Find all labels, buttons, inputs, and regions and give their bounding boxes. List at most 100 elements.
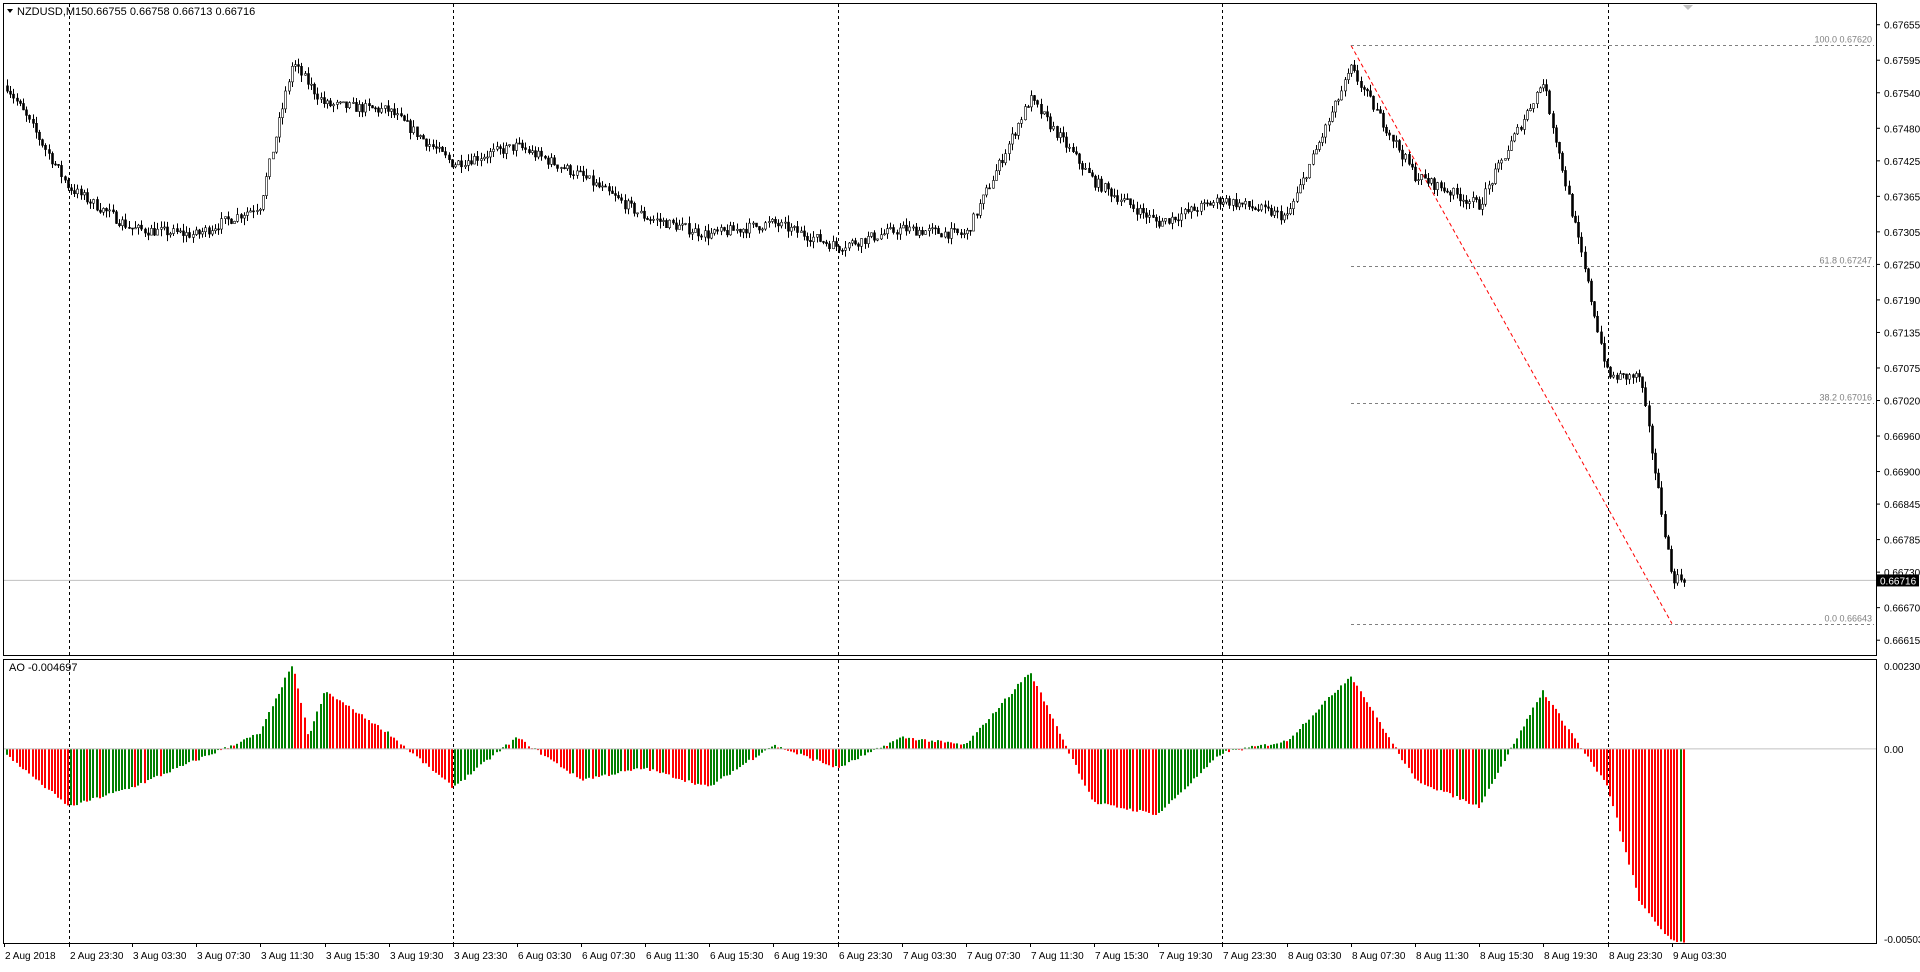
ao-bar	[1078, 748, 1080, 774]
candle-body	[172, 228, 175, 234]
candle-body	[1017, 123, 1020, 136]
ao-bar	[1491, 748, 1493, 784]
candle-body	[1024, 106, 1027, 121]
candle-body	[1555, 127, 1558, 143]
candle-body	[1334, 100, 1337, 113]
candle-body	[185, 232, 188, 236]
ao-bar	[1606, 748, 1608, 786]
ao-bar	[656, 748, 658, 772]
ao-bar	[697, 748, 699, 784]
candle-body	[876, 238, 879, 241]
candle-body	[899, 227, 902, 235]
candle-body	[611, 190, 614, 194]
candle-body	[822, 241, 825, 243]
ao-bar	[592, 748, 594, 779]
candle-body	[630, 200, 633, 204]
ao-bar	[262, 726, 264, 749]
ao-bar	[28, 748, 30, 774]
candle-body	[1001, 159, 1004, 164]
ao-bar	[902, 736, 904, 749]
ao-bar	[1587, 748, 1589, 757]
candle-body	[787, 221, 790, 232]
candle-body	[460, 160, 463, 168]
ao-bar	[124, 748, 126, 790]
fibonacci-retracement[interactable]: 100.0 0.67620 61.8 0.67247 38.2 0.67016 0.0…	[1350, 35, 1874, 625]
scroll-marker-icon[interactable]	[1683, 5, 1693, 10]
candle-body	[412, 126, 415, 133]
ao-bar	[22, 748, 24, 770]
candle-body	[1104, 183, 1107, 192]
ao-bar	[486, 748, 488, 760]
ao-bar	[1030, 673, 1032, 749]
ao-bar	[217, 748, 219, 751]
ao-bar	[854, 748, 856, 761]
ao-bar	[684, 748, 686, 782]
ao-bar	[1593, 748, 1595, 767]
candle-body	[1571, 194, 1574, 217]
candle-body	[300, 66, 303, 76]
ao-bar	[1478, 748, 1480, 808]
candle-body	[1027, 106, 1030, 108]
candle-body	[86, 192, 89, 203]
ao-bar	[1625, 748, 1627, 853]
candle-body	[1676, 574, 1679, 584]
ao-bar	[1001, 702, 1003, 749]
candle-body	[851, 240, 854, 244]
ao-bar	[870, 748, 872, 753]
time-tick-label: 2 Aug 2018	[5, 951, 56, 962]
ao-bar	[73, 748, 75, 806]
ao-bar	[912, 738, 914, 749]
ao-bar	[636, 748, 638, 769]
candle-body	[569, 165, 572, 175]
candle-body	[1468, 201, 1471, 204]
ao-bar	[1472, 748, 1474, 805]
symbol-label: NZDUSD,M15	[17, 6, 87, 18]
ao-bar	[985, 723, 987, 749]
ao-bar	[1081, 748, 1083, 780]
ao-bar	[1017, 683, 1019, 749]
ao-bar	[195, 748, 197, 761]
ao-bar	[416, 748, 418, 757]
ao-bar	[806, 748, 808, 757]
ao-bar	[185, 748, 187, 765]
candle-body	[579, 170, 582, 173]
ao-bar	[492, 748, 494, 756]
dropdown-triangle-icon[interactable]	[7, 9, 13, 13]
ao-bar	[432, 748, 434, 771]
ao-bar	[624, 748, 626, 772]
candle-body	[396, 113, 399, 116]
candle-body	[732, 225, 735, 231]
ao-bar	[713, 748, 715, 785]
ao-bar	[1616, 748, 1618, 818]
candle-body	[108, 209, 111, 212]
ao-bar	[336, 699, 338, 749]
candle-body	[214, 228, 217, 231]
ao-bar	[444, 748, 446, 780]
current-price-tag-text: 0.66716	[1880, 576, 1917, 587]
ao-bar	[16, 748, 18, 763]
candle-body	[1052, 126, 1055, 130]
candle-body	[633, 203, 636, 214]
main-pane-frame	[3, 3, 1877, 656]
price-tick-label: 0.67595	[1884, 56, 1920, 67]
ao-bar	[1440, 748, 1442, 791]
ao-bar	[732, 748, 734, 771]
candle-body	[252, 210, 255, 213]
candle-body	[1161, 220, 1164, 227]
ao-bar	[1158, 748, 1160, 813]
ao-bar	[1385, 732, 1387, 749]
ao-bar	[736, 748, 738, 770]
ao-bar	[1088, 748, 1090, 792]
ao-bar	[374, 723, 376, 749]
ao-bar	[1673, 748, 1675, 941]
candle-body	[652, 219, 655, 221]
ao-bar	[982, 724, 984, 749]
candle-body	[393, 108, 396, 116]
candle-body	[25, 109, 28, 116]
ao-axis: 0.002302 0.00 -0.005031	[1884, 662, 1920, 946]
candle-body	[1408, 154, 1411, 165]
ao-bar	[1052, 718, 1054, 749]
ao-bar	[67, 748, 69, 806]
